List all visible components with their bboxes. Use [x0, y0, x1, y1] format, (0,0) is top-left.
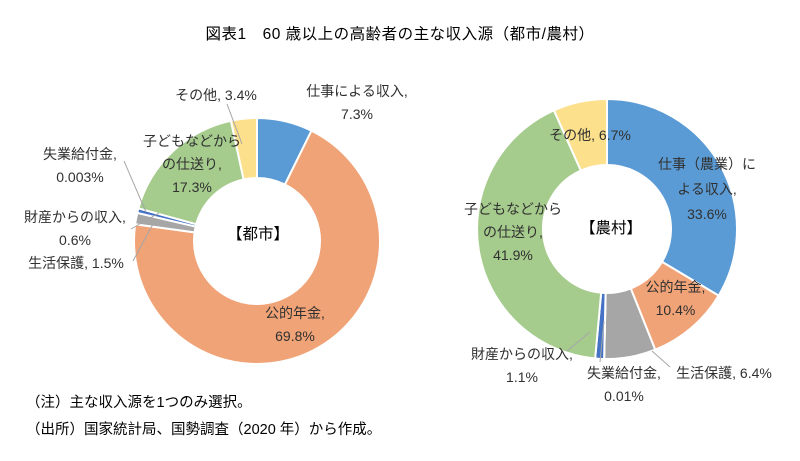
note-line: （注）主な収入源を1つのみ選択。: [26, 395, 252, 411]
donut-slice-0-6: [229, 116, 258, 181]
donut-slice-1-5: [476, 109, 603, 360]
label-rural-welfare: 生活保護, 6.4%: [676, 365, 772, 381]
label-urban-work: 仕事による収入, 7.3%: [306, 83, 408, 122]
donut-slice-0-1: [133, 129, 382, 366]
label-urban-property: 財産からの収入, 0.6%: [24, 209, 126, 248]
urban-center-label: 【都市】: [226, 226, 289, 243]
label-urban-children: 子どもなどから の仕送り, 17.3%: [143, 133, 241, 195]
label-rural-children: 子どもなどから の仕送り, 41.9%: [464, 201, 562, 263]
leader-line-urban-welfare: [132, 223, 154, 262]
leader-line-urban-property: [130, 212, 160, 230]
label-urban-welfare: 生活保護, 1.5%: [28, 255, 124, 271]
donut-slice-1-0: [606, 97, 738, 297]
label-rural-property: 財産からの収入, 1.1%: [471, 346, 573, 385]
leader-line-urban-unemployment: [123, 160, 147, 213]
label-urban-pension: 公的年金, 69.8%: [265, 305, 325, 344]
leader-lines: [123, 103, 671, 368]
label-urban-unemployment: 失業給付金, 0.003%: [43, 146, 117, 185]
leader-line-rural-welfare: [651, 350, 671, 368]
rural-center-label: 【農村】: [579, 220, 642, 237]
label-rural-work: 仕事（農業）に よる収入, 33.6%: [658, 156, 756, 222]
leader-line-rural-property: [566, 331, 591, 352]
donut-chart-urban: [133, 116, 382, 366]
source-line: （出所）国家統計局、国勢調査（2020 年）から作成。: [26, 422, 382, 438]
leader-line-rural-unemployment: [599, 320, 605, 363]
donut-slice-1-6: [552, 97, 608, 172]
figure-title: 図表1 60 歳以上の高齢者の主な収入源（都市/農村）: [205, 26, 595, 43]
footnotes: （注）主な収入源を1つのみ選択。 （出所）国家統計局、国勢調査（2020 年）か…: [26, 390, 381, 444]
label-rural-other: その他, 6.7%: [549, 127, 631, 143]
label-urban-other: その他, 3.4%: [175, 87, 257, 103]
label-rural-unemployment: 失業給付金, 0.01%: [587, 365, 661, 404]
label-rural-pension: 公的年金, 10.4%: [645, 279, 706, 318]
leader-line-urban-other: [226, 103, 243, 145]
donut-chart-rural: [476, 97, 738, 360]
